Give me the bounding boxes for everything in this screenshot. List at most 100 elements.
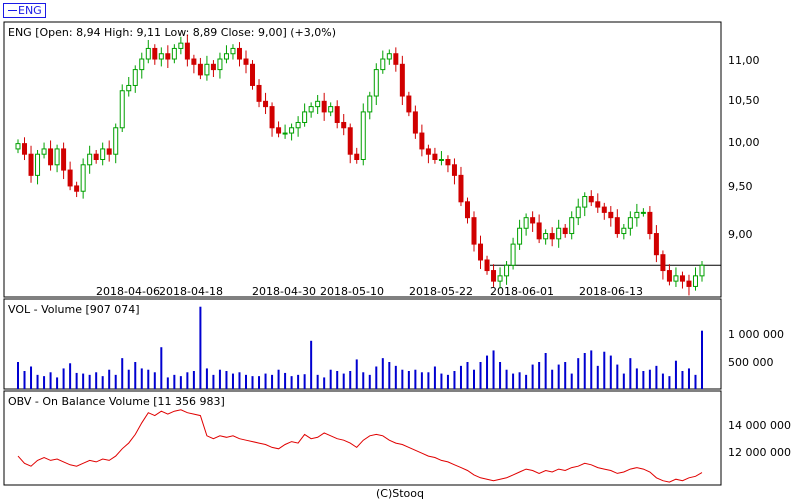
volume-bar: [316, 374, 319, 389]
price-y-tick: 9,50: [728, 180, 753, 193]
candle-body: [250, 63, 256, 86]
candle-body: [191, 58, 197, 65]
candle-body: [263, 100, 269, 108]
candle-body: [22, 143, 28, 155]
volume-bar: [192, 371, 195, 389]
volume-bar: [642, 371, 645, 389]
volume-bar: [661, 373, 664, 389]
candle-body: [132, 69, 138, 86]
candle-body: [406, 95, 412, 113]
volume-bar: [420, 372, 423, 389]
volume-y-tick: 500 000: [728, 356, 774, 369]
volume-bar: [153, 372, 156, 389]
candle-body: [497, 275, 503, 282]
candle-body: [341, 121, 347, 129]
volume-bar: [75, 372, 78, 389]
candle-body: [530, 217, 536, 224]
volume-bar: [388, 362, 391, 389]
candle-body: [321, 100, 327, 113]
volume-bar: [82, 373, 85, 389]
candle-body: [230, 47, 236, 55]
candle-body: [276, 127, 282, 134]
candle-body: [87, 153, 93, 166]
volume-bar: [414, 369, 417, 389]
candle-body: [139, 58, 145, 71]
price-y-tick: 11,00: [728, 54, 760, 67]
footer-copyright: (C)Stooq: [376, 487, 424, 500]
volume-bar: [616, 364, 619, 389]
volume-bar: [186, 372, 189, 389]
legend-line-icon: [8, 10, 17, 11]
volume-bar: [297, 374, 300, 389]
candle-body: [621, 227, 627, 235]
candle-body: [647, 211, 653, 235]
volume-bar: [231, 373, 234, 389]
volume-bar: [323, 377, 326, 389]
candle-body: [243, 58, 249, 65]
candle-body: [354, 153, 360, 160]
volume-bar: [108, 369, 111, 389]
candle-body: [601, 206, 607, 213]
volume-bar: [30, 366, 33, 389]
candle-body: [679, 275, 685, 282]
candle-body: [686, 280, 692, 287]
volume-bar: [23, 371, 26, 389]
obv-line-group: [17, 409, 703, 483]
volume-bar: [479, 362, 482, 389]
volume-bar: [381, 358, 384, 389]
candle-body: [666, 270, 672, 282]
legend-box[interactable]: ENG: [3, 3, 46, 18]
candle-body: [699, 264, 705, 277]
volume-bar: [622, 373, 625, 389]
volume-bar: [453, 371, 456, 389]
volume-bar: [199, 306, 202, 389]
obv-line: [17, 409, 703, 483]
x-tick-label: 2018-06-13: [579, 285, 643, 298]
obv-panel-title: OBV - On Balance Volume [11 356 983]: [8, 395, 225, 408]
volume-bar: [603, 351, 606, 389]
candle-body: [282, 132, 288, 135]
candle-body: [256, 84, 262, 102]
volume-bar: [121, 358, 124, 389]
volume-bar: [583, 353, 586, 389]
volume-bar: [440, 373, 443, 389]
price-panel-title: ENG [Open: 8,94 High: 9,11 Low: 8,89 Clo…: [8, 26, 336, 39]
candle-body: [28, 153, 34, 176]
volume-bar: [544, 353, 547, 389]
candle-body: [197, 63, 203, 76]
volume-bar: [635, 368, 638, 389]
candle-body: [48, 148, 54, 166]
candle-body: [308, 106, 314, 113]
candle-body: [536, 222, 542, 240]
volume-bar: [394, 365, 397, 389]
price-panel-frame: [3, 21, 722, 298]
volume-bar: [648, 369, 651, 389]
volume-bar: [401, 369, 404, 389]
volume-bars: [17, 306, 703, 389]
candle-body: [425, 148, 431, 155]
candle-body: [158, 53, 164, 60]
volume-bar: [277, 369, 280, 389]
obv-y-tick: 14 000 000: [728, 419, 791, 432]
volume-bar: [687, 368, 690, 389]
candle-body: [74, 185, 80, 192]
volume-bar: [505, 369, 508, 389]
volume-bar: [114, 374, 117, 389]
volume-bar: [336, 371, 339, 389]
volume-bar: [43, 376, 46, 389]
volume-bar: [95, 372, 98, 389]
candle-body: [543, 233, 549, 240]
x-tick-label: 2018-04-18: [159, 285, 223, 298]
volume-bar: [218, 369, 221, 389]
price-y-tick: 10,00: [728, 136, 760, 149]
candle-body: [210, 63, 216, 71]
price-y-tick: 10,50: [728, 94, 760, 107]
volume-bar: [531, 364, 534, 389]
volume-bar: [596, 365, 599, 389]
candle-body: [347, 127, 353, 155]
obv-y-tick: 12 000 000: [728, 446, 791, 459]
volume-bar: [473, 369, 475, 389]
candle-body: [491, 270, 497, 282]
candle-body: [478, 243, 484, 261]
candle-body: [113, 127, 119, 155]
